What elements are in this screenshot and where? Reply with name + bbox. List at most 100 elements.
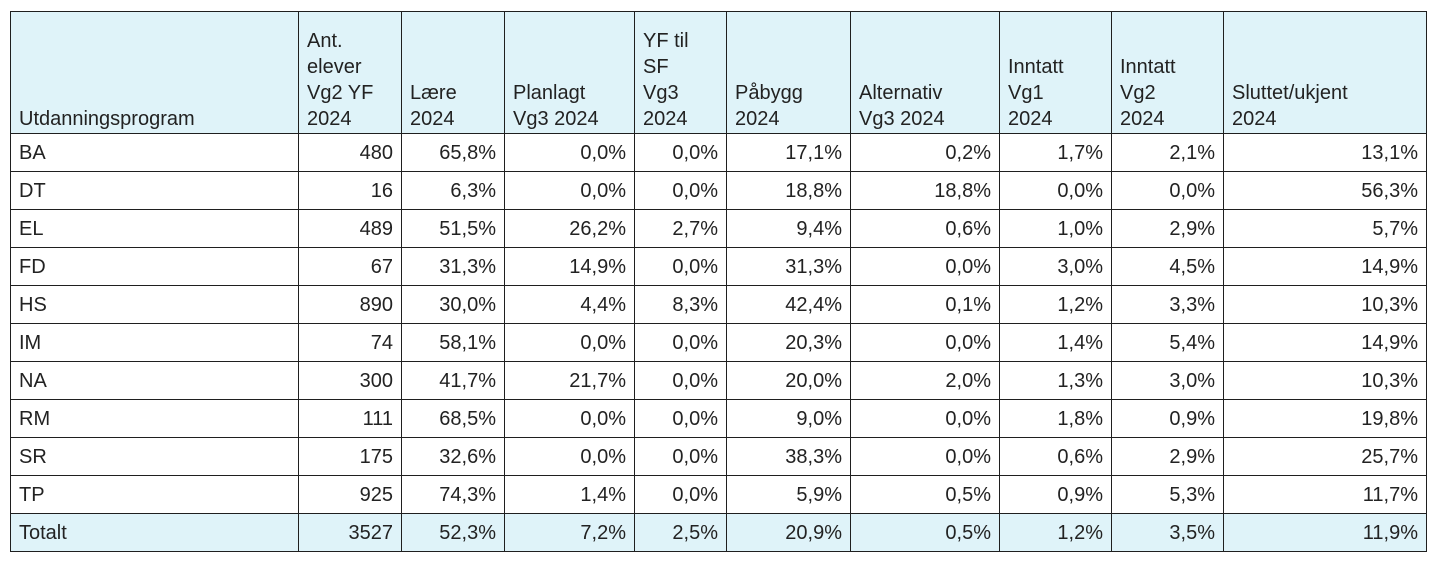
value-cell: 111: [298, 399, 402, 438]
column-header-inntatt-vg2: Inntatt Vg2 2024: [1111, 11, 1224, 134]
value-cell: 65,8%: [401, 133, 505, 172]
value-cell: 3,0%: [999, 247, 1112, 286]
value-cell: 6,3%: [401, 171, 505, 210]
value-cell: 30,0%: [401, 285, 505, 324]
value-cell: 890: [298, 285, 402, 324]
value-cell: 0,9%: [1111, 399, 1224, 438]
value-cell: 31,3%: [401, 247, 505, 286]
value-cell: 0,0%: [504, 399, 635, 438]
value-cell: 21,7%: [504, 361, 635, 400]
value-cell: 20,0%: [726, 361, 851, 400]
value-cell: 480: [298, 133, 402, 172]
header-row: Utdanningsprogram Ant. elever Vg2 YF 202…: [10, 11, 1427, 134]
column-header-yf-til-sf: YF til SF Vg3 2024: [634, 11, 727, 134]
value-cell: 56,3%: [1223, 171, 1427, 210]
total-cell: 2,5%: [634, 513, 727, 552]
column-header-pabygg: Påbygg 2024: [726, 11, 851, 134]
value-cell: 31,3%: [726, 247, 851, 286]
value-cell: 0,0%: [634, 399, 727, 438]
column-header-sluttet-ukjent: Sluttet/ukjent 2024: [1223, 11, 1427, 134]
value-cell: 0,0%: [634, 361, 727, 400]
table-row: SR 175 32,6% 0,0% 0,0% 38,3% 0,0% 0,6% 2,9% 25,7%: [10, 437, 1427, 476]
value-cell: 74: [298, 323, 402, 362]
column-header-alternativ-vg3: Alternativ Vg3 2024: [850, 11, 1000, 134]
total-cell: 52,3%: [401, 513, 505, 552]
value-cell: 17,1%: [726, 133, 851, 172]
total-cell: 3,5%: [1111, 513, 1224, 552]
column-header-utdanningsprogram: Utdanningsprogram: [10, 11, 299, 134]
total-cell: 0,5%: [850, 513, 1000, 552]
value-cell: 74,3%: [401, 475, 505, 514]
value-cell: 0,0%: [634, 133, 727, 172]
value-cell: 0,0%: [504, 437, 635, 476]
value-cell: 5,3%: [1111, 475, 1224, 514]
value-cell: 4,4%: [504, 285, 635, 324]
value-cell: 0,0%: [634, 247, 727, 286]
value-cell: 18,8%: [850, 171, 1000, 210]
value-cell: 58,1%: [401, 323, 505, 362]
table-row: NA 300 41,7% 21,7% 0,0% 20,0% 2,0% 1,3% 3,0% 10,3…: [10, 361, 1427, 400]
column-header-antall-elever: Ant. elever Vg2 YF 2024: [298, 11, 402, 134]
value-cell: 1,4%: [999, 323, 1112, 362]
value-cell: 0,9%: [999, 475, 1112, 514]
program-cell: SR: [10, 437, 299, 476]
value-cell: 4,5%: [1111, 247, 1224, 286]
program-cell: BA: [10, 133, 299, 172]
value-cell: 19,8%: [1223, 399, 1427, 438]
program-cell: NA: [10, 361, 299, 400]
table-row: IM 74 58,1% 0,0% 0,0% 20,3% 0,0% 1,4% 5,4% 14,9%: [10, 323, 1427, 362]
value-cell: 26,2%: [504, 209, 635, 248]
value-cell: 1,4%: [504, 475, 635, 514]
total-cell: 7,2%: [504, 513, 635, 552]
value-cell: 0,0%: [999, 171, 1112, 210]
table-container: Utdanningsprogram Ant. elever Vg2 YF 202…: [10, 11, 1427, 552]
table-row: HS 890 30,0% 4,4% 8,3% 42,4% 0,1% 1,2% 3,3% 10,3%: [10, 285, 1427, 324]
column-header-planlagt-vg3: Planlagt Vg3 2024: [504, 11, 635, 134]
table-row: EL 489 51,5% 26,2% 2,7% 9,4% 0,6% 1,0% 2,9% 5,7%: [10, 209, 1427, 248]
program-cell: TP: [10, 475, 299, 514]
value-cell: 20,3%: [726, 323, 851, 362]
value-cell: 489: [298, 209, 402, 248]
value-cell: 3,3%: [1111, 285, 1224, 324]
value-cell: 1,0%: [999, 209, 1112, 248]
value-cell: 68,5%: [401, 399, 505, 438]
value-cell: 51,5%: [401, 209, 505, 248]
value-cell: 0,0%: [850, 323, 1000, 362]
value-cell: 2,7%: [634, 209, 727, 248]
total-cell: 3527: [298, 513, 402, 552]
value-cell: 10,3%: [1223, 285, 1427, 324]
value-cell: 0,0%: [1111, 171, 1224, 210]
value-cell: 1,3%: [999, 361, 1112, 400]
value-cell: 0,0%: [634, 171, 727, 210]
value-cell: 0,0%: [850, 399, 1000, 438]
value-cell: 5,9%: [726, 475, 851, 514]
value-cell: 8,3%: [634, 285, 727, 324]
value-cell: 1,7%: [999, 133, 1112, 172]
value-cell: 0,0%: [504, 323, 635, 362]
table-body: BA 480 65,8% 0,0% 0,0% 17,1% 0,2% 1,7% 2,1% 13,1%…: [10, 133, 1427, 552]
program-cell: IM: [10, 323, 299, 362]
total-row: Totalt 3527 52,3% 7,2% 2,5% 20,9% 0,5% 1…: [10, 513, 1427, 552]
program-cell: RM: [10, 399, 299, 438]
value-cell: 2,1%: [1111, 133, 1224, 172]
value-cell: 16: [298, 171, 402, 210]
value-cell: 38,3%: [726, 437, 851, 476]
value-cell: 18,8%: [726, 171, 851, 210]
value-cell: 10,3%: [1223, 361, 1427, 400]
value-cell: 5,4%: [1111, 323, 1224, 362]
value-cell: 0,0%: [504, 171, 635, 210]
total-cell: 1,2%: [999, 513, 1112, 552]
value-cell: 41,7%: [401, 361, 505, 400]
value-cell: 175: [298, 437, 402, 476]
value-cell: 67: [298, 247, 402, 286]
value-cell: 3,0%: [1111, 361, 1224, 400]
value-cell: 0,6%: [999, 437, 1112, 476]
value-cell: 1,8%: [999, 399, 1112, 438]
value-cell: 2,9%: [1111, 437, 1224, 476]
value-cell: 0,6%: [850, 209, 1000, 248]
value-cell: 0,1%: [850, 285, 1000, 324]
value-cell: 925: [298, 475, 402, 514]
value-cell: 25,7%: [1223, 437, 1427, 476]
value-cell: 0,0%: [850, 247, 1000, 286]
value-cell: 14,9%: [1223, 323, 1427, 362]
